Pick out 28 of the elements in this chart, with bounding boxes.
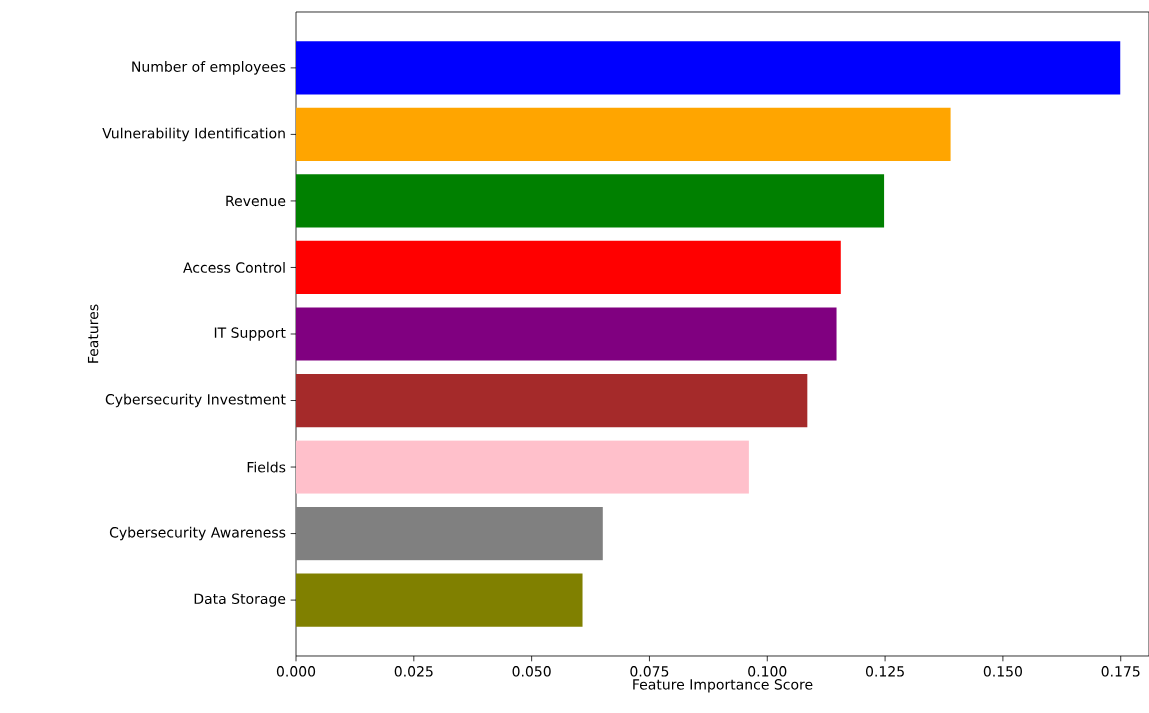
y-tick-label: Cybersecurity Investment bbox=[105, 393, 286, 408]
x-tick-label: 0.100 bbox=[748, 666, 787, 677]
y-tick-label: Data Storage bbox=[194, 593, 286, 607]
x-tick-label: 0.125 bbox=[865, 666, 904, 677]
bar bbox=[296, 107, 951, 162]
y-tick-label: Fields bbox=[247, 461, 286, 473]
x-tick-label: 0.000 bbox=[276, 666, 316, 677]
y-tick-label: IT Support bbox=[214, 327, 286, 341]
y-axis-title: Features bbox=[87, 304, 99, 363]
x-tick-label: 0.050 bbox=[512, 666, 551, 677]
bar bbox=[296, 307, 837, 361]
y-tick-label: Vulnerability Identification bbox=[102, 127, 285, 142]
bar bbox=[296, 506, 603, 561]
y-tick-label: Number of employees bbox=[132, 61, 286, 75]
bar bbox=[296, 41, 1121, 95]
bar bbox=[296, 373, 808, 428]
bar bbox=[296, 174, 885, 228]
bar bbox=[296, 440, 749, 494]
bar bbox=[296, 240, 841, 295]
bar bbox=[296, 573, 583, 627]
x-tick-label: 0.150 bbox=[983, 666, 1022, 677]
x-axis-title: Feature Importance Score bbox=[633, 679, 813, 693]
x-tick-label: 0.025 bbox=[394, 666, 433, 677]
y-tick-label: Cybersecurity Awareness bbox=[109, 526, 286, 541]
x-tick-label: 0.175 bbox=[1101, 666, 1140, 677]
y-tick-label: Access Control bbox=[183, 262, 285, 273]
x-tick-label: 0.075 bbox=[630, 666, 669, 677]
y-tick-label: Revenue bbox=[226, 195, 286, 207]
